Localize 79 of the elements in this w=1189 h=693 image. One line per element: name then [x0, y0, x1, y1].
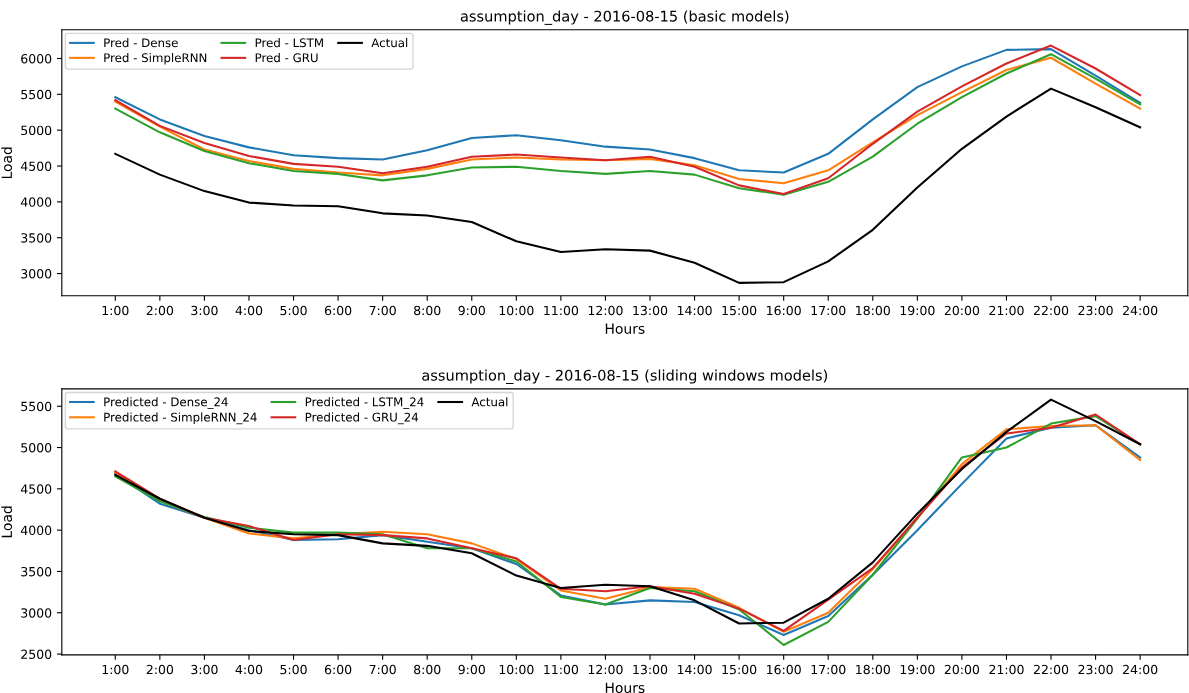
y-tick-label: 4500	[20, 161, 52, 171]
y-tick-label: 5500	[21, 89, 52, 100]
x-tick-label: 9:00	[458, 305, 485, 316]
y-tick-label: 4000	[20, 197, 52, 207]
x-tick-label: 17:00	[811, 664, 846, 675]
x-tick-label: 4:00	[235, 664, 263, 675]
x-tick-label: 22:00	[1033, 305, 1069, 316]
x-tick-label: 8:00	[414, 664, 441, 675]
y-tick-label: 3000	[21, 608, 52, 618]
legend-label: Pred - LSTM	[255, 38, 323, 48]
x-tick-label: 7:00	[369, 305, 396, 316]
x-tick-label: 1:00	[102, 664, 129, 675]
x-tick-label: 3:00	[191, 664, 218, 675]
x-tick-label: 20:00	[944, 305, 980, 316]
x-tick-label: 15:00	[722, 664, 757, 675]
line-series	[114, 87, 1142, 284]
x-tick-label: 23:00	[1078, 305, 1113, 316]
x-tick-label: 21:00	[989, 664, 1024, 675]
chart-title: assumption_day - 2016-08-15 (basic models)	[460, 10, 789, 25]
legend-label: Pred - Dense	[104, 38, 178, 48]
x-tick-label: 10:00	[499, 305, 534, 316]
x-tick-label: 11:00	[544, 305, 579, 316]
legend-label: Predicted - Dense_24	[104, 397, 228, 409]
y-tick-label: 3500	[21, 233, 52, 243]
x-tick-label: 2:00	[146, 664, 174, 675]
chart-title: assumption_day - 2016-08-15 (sliding windows models)	[422, 369, 828, 384]
legend-label: Predicted - LSTM_24	[305, 397, 424, 409]
x-axis-title: Hours	[605, 323, 645, 334]
x-tick-label: 18:00	[856, 664, 890, 675]
y-tick-label: 4500	[20, 484, 52, 494]
x-tick-label: 13:00	[633, 664, 668, 675]
legend-label: Pred - GRU	[255, 53, 318, 63]
x-axis-title: Hours	[605, 682, 645, 693]
x-tick-label: 5:00	[280, 664, 307, 675]
x-tick-label: 19:00	[900, 305, 935, 316]
y-axis-title: Load	[1, 147, 13, 179]
legend-label: Predicted - SimpleRNN_24	[104, 412, 257, 425]
x-tick-label: 22:00	[1033, 664, 1069, 675]
y-tick-label: 5000	[21, 443, 52, 453]
x-tick-label: 8:00	[414, 305, 441, 316]
x-tick-label: 14:00	[677, 305, 712, 316]
x-tick-label: 10:00	[499, 664, 534, 675]
x-tick-label: 24:00	[1123, 664, 1158, 675]
legend-label: Actual	[471, 397, 508, 407]
y-tick-label: 4000	[20, 525, 52, 536]
y-tick-label: 5500	[21, 401, 52, 412]
x-tick-label: 3:00	[191, 305, 218, 316]
x-tick-label: 6:00	[324, 305, 352, 316]
x-tick-label: 2:00	[146, 305, 174, 316]
x-tick-label: 12:00	[588, 664, 623, 675]
x-tick-label: 16:00	[767, 305, 801, 316]
x-tick-label: 23:00	[1078, 664, 1113, 675]
y-tick-label: 3000	[21, 269, 52, 279]
x-tick-label: 13:00	[633, 305, 668, 316]
y-tick-label: 6000	[21, 53, 52, 64]
legend-label: Predicted - GRU_24	[305, 412, 419, 425]
x-tick-label: 6:00	[324, 664, 352, 675]
x-tick-label: 16:00	[767, 664, 801, 675]
y-tick-label: 2500	[21, 649, 52, 659]
legend-label: Pred - SimpleRNN	[104, 53, 207, 65]
x-tick-label: 5:00	[280, 305, 307, 316]
x-tick-label: 14:00	[677, 664, 712, 675]
y-tick-label: 5000	[21, 125, 52, 136]
x-tick-label: 20:00	[944, 664, 980, 675]
x-tick-label: 15:00	[722, 305, 757, 316]
x-tick-label: 24:00	[1123, 305, 1158, 316]
x-tick-label: 1:00	[102, 305, 129, 316]
x-tick-label: 7:00	[369, 664, 396, 675]
x-tick-label: 12:00	[588, 305, 623, 316]
x-tick-label: 21:00	[989, 305, 1024, 316]
x-tick-label: 17:00	[811, 305, 846, 316]
x-tick-label: 19:00	[900, 664, 935, 675]
x-tick-label: 18:00	[856, 305, 890, 316]
x-tick-label: 11:00	[544, 664, 579, 675]
y-tick-label: 3500	[21, 566, 52, 577]
x-tick-label: 4:00	[235, 305, 263, 316]
legend-label: Actual	[371, 38, 408, 48]
y-axis-title: Load	[1, 506, 13, 538]
x-tick-label: 9:00	[458, 664, 485, 675]
